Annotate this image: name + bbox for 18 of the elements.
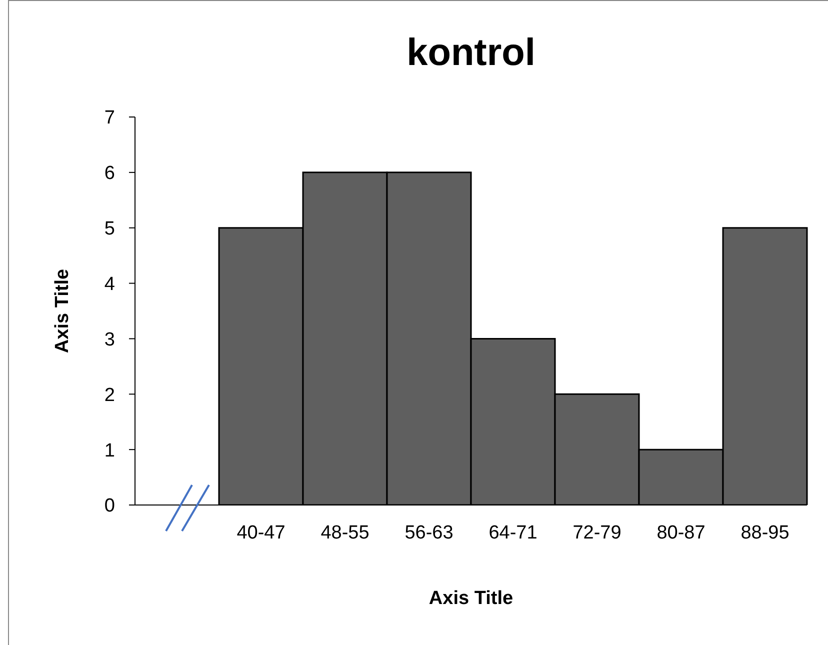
y-axis-title: Axis Title (52, 268, 74, 354)
y-tick-label: 2 (104, 384, 115, 406)
y-tick-label: 0 (104, 496, 115, 517)
y-tick-label: 3 (104, 329, 115, 350)
x-tick-label: 64-71 (488, 522, 538, 544)
y-tick-label: 6 (104, 163, 115, 184)
y-tick-label: 1 (104, 440, 115, 462)
x-tick-label: 88-95 (740, 522, 790, 544)
chart-title: kontrol (406, 32, 536, 75)
x-tick-label: 72-79 (572, 522, 622, 544)
x-tick-label: 56-63 (404, 522, 454, 544)
y-tick-label: 7 (104, 108, 115, 129)
x-tick-label: 48-55 (320, 522, 370, 544)
x-axis-title: Axis Title (428, 588, 514, 610)
y-tick-label: 4 (104, 274, 116, 296)
x-tick-label: 80-87 (656, 522, 706, 544)
x-tick-label: 40-47 (236, 522, 286, 544)
y-tick-label: 5 (104, 218, 115, 240)
